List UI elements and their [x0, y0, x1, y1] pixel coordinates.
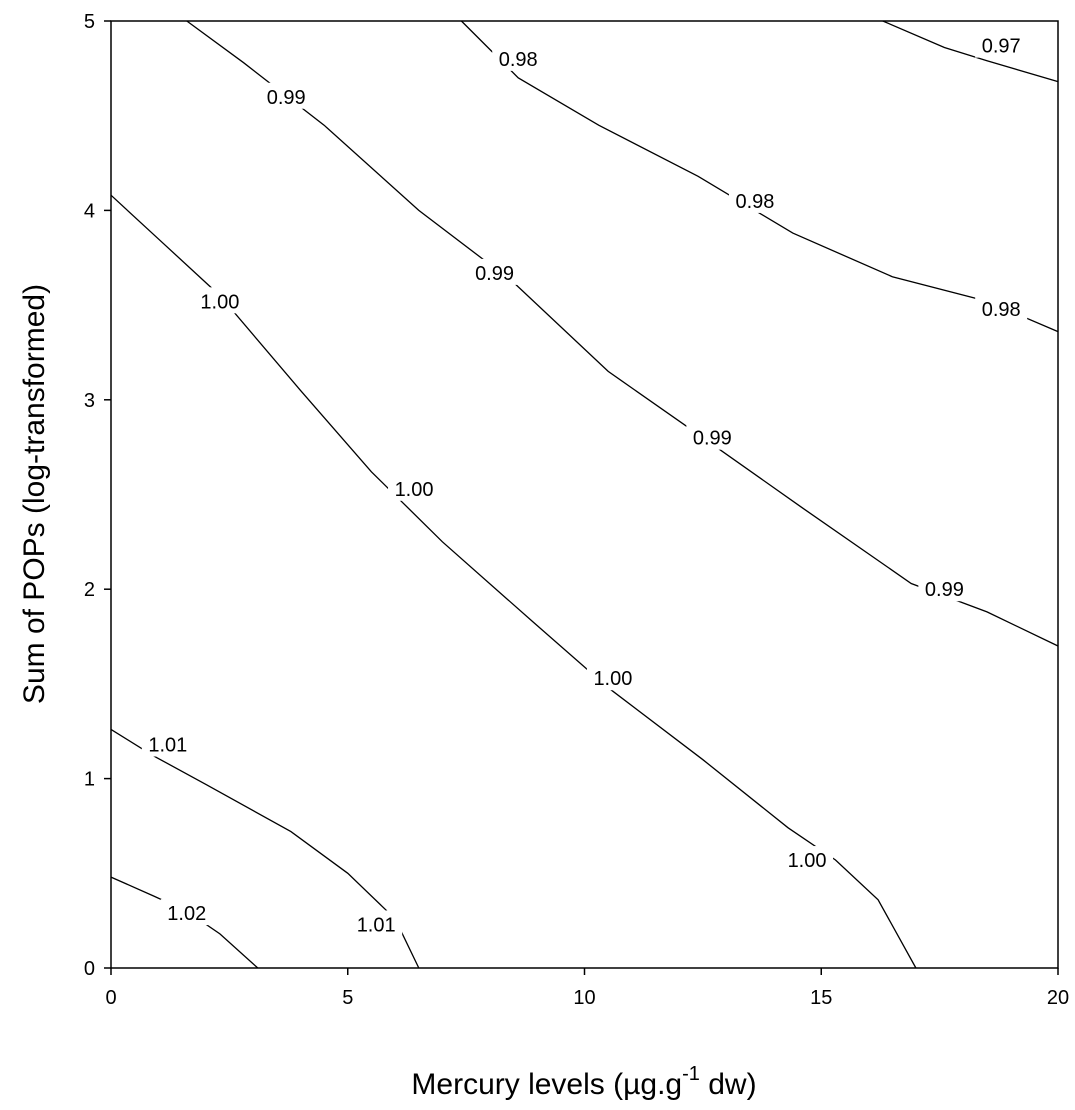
x-axis-title: Mercury levels (µg.g-1 dw): [411, 1063, 756, 1101]
y-axis: 0 1 2 3 4 5: [84, 11, 111, 980]
contour-label: 1.01: [357, 914, 396, 936]
y-axis-title: Sum of POPs (log-transformed): [18, 284, 51, 704]
contour-label: 1.02: [167, 903, 206, 925]
contour-label: 0.98: [499, 49, 538, 71]
contour-label: 0.99: [925, 579, 964, 601]
contour-label: 0.97: [982, 36, 1021, 58]
y-tick-label: 5: [84, 11, 95, 33]
x-axis: 0 5 10 15 20: [105, 968, 1069, 1009]
contour-label-background: [141, 730, 194, 757]
x-tick-label: 0: [105, 987, 116, 1009]
contour-label: 1.00: [593, 668, 632, 690]
contour-label-background: [388, 474, 441, 501]
y-tick-label: 2: [84, 579, 95, 601]
plot-area-frame: [110, 20, 1059, 969]
contour-label-background: [492, 44, 545, 71]
contour-label: 0.99: [693, 428, 732, 450]
contour-label-background: [193, 287, 246, 314]
x-tick-label: 20: [1047, 987, 1069, 1009]
y-tick-label: 0: [84, 958, 95, 980]
contour-label: 0.98: [735, 191, 774, 213]
x-tick-label: 10: [573, 987, 595, 1009]
contour-label-background: [728, 186, 781, 213]
contour-label: 0.99: [475, 263, 514, 285]
contour-label-background: [686, 423, 739, 450]
contour-label: 1.00: [395, 479, 434, 501]
contour-line-0-99: [186, 20, 1059, 647]
contour-label-background: [918, 575, 971, 602]
contour-label-background: [260, 82, 313, 109]
contour-label: 0.98: [982, 299, 1021, 321]
contour-label-background: [975, 294, 1028, 321]
contour-label-background: [350, 910, 403, 937]
x-tick-label: 5: [342, 987, 353, 1009]
contour-label-background: [160, 899, 213, 926]
y-tick-label: 3: [84, 390, 95, 412]
contour-line-0-98: [460, 20, 1059, 333]
contour-label-background: [468, 258, 521, 285]
y-tick-label: 1: [84, 769, 95, 791]
contour-label: 1.01: [148, 735, 187, 757]
contour-label: 1.00: [788, 850, 827, 872]
contour-label: 0.99: [267, 87, 306, 109]
contour-lines: [110, 20, 1059, 969]
y-tick-label: 4: [84, 200, 95, 222]
contour-line-0-97: [882, 20, 1059, 83]
contour-label-background: [781, 846, 834, 873]
contour-label-background: [975, 31, 1028, 58]
contour-label-background: [586, 664, 639, 691]
contour-labels: 1.02 1.01 1.01 1.00 1.00 1.00 1.00 0.99 0.99 0.99…: [141, 31, 1028, 937]
x-tick-label: 15: [810, 987, 832, 1009]
contour-label: 1.00: [200, 291, 239, 313]
